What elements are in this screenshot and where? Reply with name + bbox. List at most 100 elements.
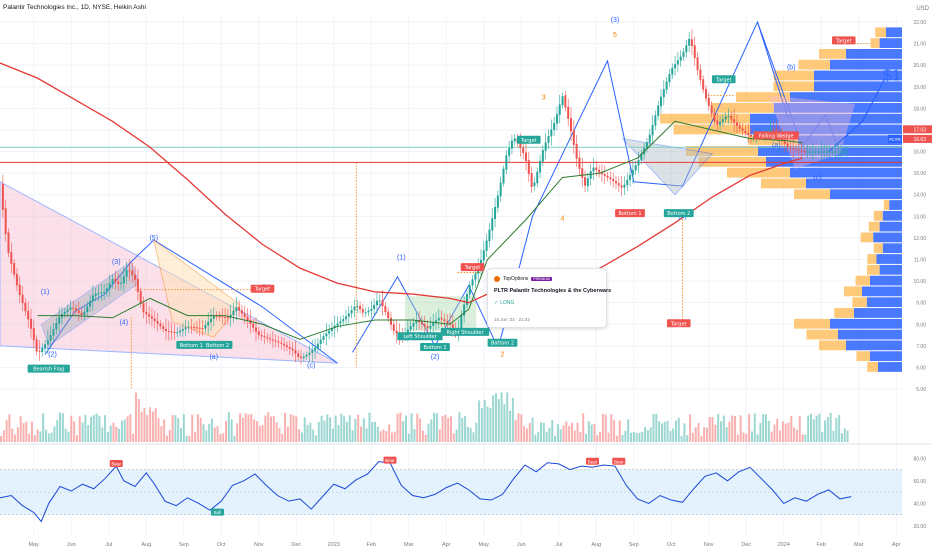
candle-body bbox=[789, 147, 792, 149]
volume-bar bbox=[151, 411, 154, 442]
candle-body bbox=[443, 319, 446, 322]
candle-body bbox=[179, 330, 182, 333]
time-tick-label: Apr bbox=[442, 542, 451, 548]
rsi-divergence-label: Bull bbox=[214, 510, 222, 515]
volume-bar bbox=[239, 413, 242, 442]
candle-body bbox=[834, 151, 837, 153]
volume-bar bbox=[70, 415, 73, 442]
volume-bar bbox=[329, 417, 332, 442]
candle-body bbox=[15, 273, 18, 286]
volume-profile-sell bbox=[794, 318, 830, 329]
candle-body bbox=[775, 129, 778, 133]
pattern-tag-box bbox=[420, 343, 450, 352]
volume-bar bbox=[835, 417, 838, 442]
premium-badge: PREMIUM bbox=[531, 277, 552, 281]
volume-bar bbox=[303, 417, 306, 442]
volume-profile-sell bbox=[875, 27, 886, 38]
candle-body bbox=[364, 312, 367, 314]
volume-bar bbox=[298, 429, 301, 442]
wave-label: (2) bbox=[431, 354, 440, 361]
volume-bar bbox=[787, 422, 790, 442]
volume-profile-buy bbox=[862, 286, 902, 297]
volume-bar bbox=[433, 412, 436, 442]
time-tick-label: Sep bbox=[629, 542, 639, 548]
candle-body bbox=[44, 344, 47, 349]
idea-source[interactable]: TopOptions bbox=[503, 276, 529, 282]
candle-body bbox=[809, 151, 812, 153]
candle-body bbox=[539, 160, 542, 173]
volume-bar bbox=[236, 423, 239, 442]
volume-bar bbox=[22, 423, 25, 442]
volume-bar bbox=[801, 434, 804, 442]
volume-bar bbox=[818, 413, 821, 442]
candle-body bbox=[648, 134, 651, 143]
candle-body bbox=[660, 96, 662, 107]
candle-body bbox=[488, 229, 491, 242]
candle-body bbox=[122, 276, 125, 284]
candle-body bbox=[356, 306, 359, 308]
rsi-tick-label: 60.00 bbox=[913, 479, 926, 485]
volume-bar bbox=[486, 406, 489, 442]
candle-body bbox=[482, 250, 485, 261]
rsi-divergence-tag bbox=[211, 508, 224, 516]
time-tick-label: Jun bbox=[67, 542, 76, 548]
candle-body bbox=[735, 122, 738, 126]
pattern-tag: Target bbox=[250, 284, 275, 293]
volume-bar bbox=[776, 418, 779, 442]
volume-bar bbox=[773, 424, 776, 442]
candle-body bbox=[221, 316, 224, 318]
volume-bar bbox=[87, 425, 90, 442]
volume-bar bbox=[545, 431, 548, 442]
wave-label: (1) bbox=[397, 255, 406, 262]
wave-label: 4 bbox=[561, 216, 565, 223]
candle-body bbox=[136, 278, 139, 292]
volume-bar bbox=[11, 428, 14, 442]
candle-body bbox=[156, 320, 159, 324]
volume-bar bbox=[337, 424, 340, 442]
volume-bar bbox=[39, 431, 42, 442]
volume-bar bbox=[30, 421, 33, 442]
pattern-tag-label: Right Shoulder bbox=[446, 330, 484, 336]
candle-body bbox=[682, 51, 685, 57]
volume-bar bbox=[503, 404, 506, 442]
candle-body bbox=[232, 310, 235, 316]
pattern-tag-box bbox=[27, 364, 70, 373]
pattern-tag: Bottom 1 bbox=[615, 209, 645, 218]
rsi-line bbox=[0, 461, 852, 523]
pattern-tag: Bottom 2 bbox=[202, 340, 233, 349]
volume-bar bbox=[360, 426, 362, 442]
rsi-divergence-label: Bear bbox=[614, 459, 624, 464]
candle-body bbox=[547, 136, 550, 143]
idea-card[interactable]: TopOptions PREMIUM PLTR Palantir Technol… bbox=[487, 268, 611, 328]
volume-bar bbox=[326, 414, 329, 442]
volume-bar bbox=[697, 423, 700, 442]
candle-body bbox=[688, 38, 691, 46]
pattern-tag-label: Falling Wedge bbox=[759, 133, 794, 139]
volume-bar bbox=[410, 413, 413, 442]
volume-bar bbox=[525, 428, 528, 442]
volume-bar bbox=[435, 413, 438, 442]
candle-body bbox=[640, 154, 643, 161]
wave-label: (c) bbox=[813, 175, 821, 182]
candle-body bbox=[167, 330, 170, 332]
candle-body bbox=[651, 124, 654, 136]
volume-bar bbox=[146, 414, 149, 442]
candle-body bbox=[300, 356, 302, 359]
candle-body bbox=[257, 331, 260, 336]
volume-bar bbox=[90, 416, 92, 442]
volume-bar bbox=[593, 423, 596, 442]
candle-body bbox=[544, 142, 547, 151]
candle-body bbox=[598, 169, 601, 173]
volume-bar bbox=[649, 427, 652, 442]
candle-body bbox=[465, 293, 468, 306]
time-tick-label: Dec bbox=[741, 542, 751, 548]
candle-body bbox=[120, 282, 122, 284]
idea-title[interactable]: PLTR Palantir Technologies & the Cyberwa… bbox=[494, 288, 612, 294]
candle-body bbox=[339, 321, 342, 324]
volume-bar bbox=[511, 397, 514, 442]
candle-body bbox=[111, 279, 114, 284]
candle-body bbox=[390, 317, 392, 325]
candle-body bbox=[108, 283, 111, 289]
